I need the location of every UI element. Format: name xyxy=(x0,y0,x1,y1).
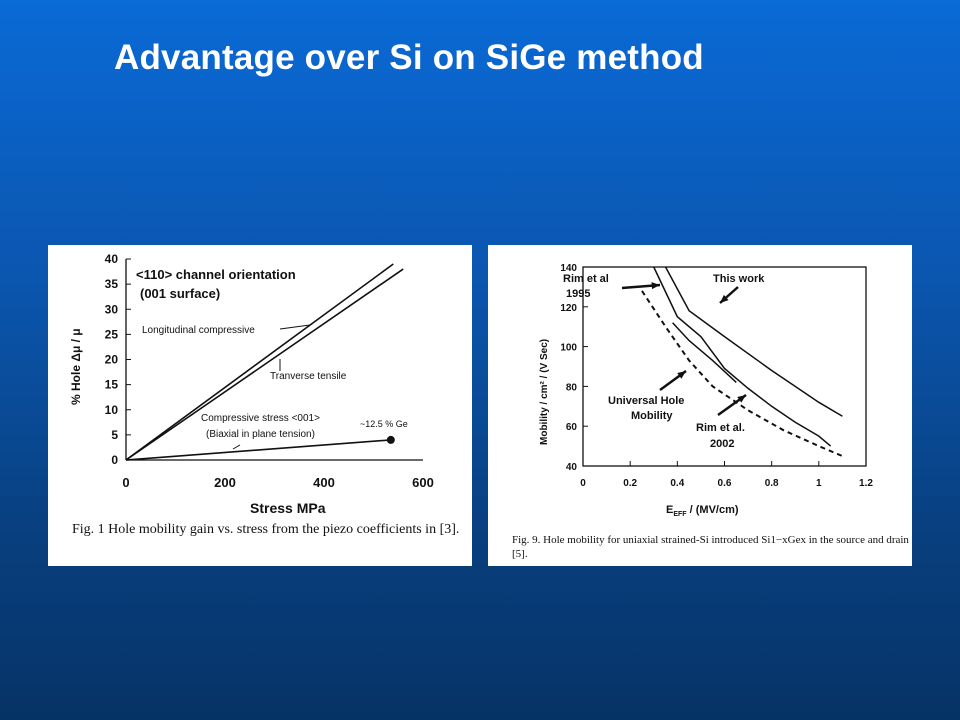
biaxial-annotation: (Biaxial in plane tension) xyxy=(206,429,315,440)
x-axis-label-subscript: EFF xyxy=(673,511,687,518)
y-tick-label: 20 xyxy=(105,353,119,367)
right-labels: Rim et al 1995 This work Universal Hole … xyxy=(539,273,765,518)
series-line xyxy=(125,268,404,461)
label-universal-b: Mobility xyxy=(631,410,673,422)
y-tick-label: 10 xyxy=(105,403,119,417)
series-label-longitudinal: Longitudinal compressive xyxy=(142,325,255,336)
x-tick-label: 0 xyxy=(580,478,586,489)
x-tick-label: 400 xyxy=(313,475,335,490)
left-labels: <110> channel orientation (001 surface) … xyxy=(69,267,408,516)
longitudinal-pointer xyxy=(279,324,311,330)
y-axis-label: Mobility / cm² / (V Sec) xyxy=(539,339,550,445)
y-tick-label: 140 xyxy=(560,263,577,274)
x-tick-label: 1.2 xyxy=(859,478,873,489)
compressive-pointer xyxy=(232,444,241,450)
x-axis-label: EEFF / (MV/cm) xyxy=(666,504,739,518)
y-tick-label: 25 xyxy=(105,327,119,341)
left-series xyxy=(125,263,404,461)
y-tick-label: 80 xyxy=(566,382,578,393)
series-label-compressive: Compressive stress <001> xyxy=(201,413,320,424)
rim-2002-arrow-head xyxy=(737,395,746,403)
x-axis-label: Stress MPa xyxy=(250,500,326,516)
label-universal-a: Universal Hole xyxy=(608,395,684,407)
x-tick-label: 600 xyxy=(412,475,434,490)
y-tick-label: 30 xyxy=(105,302,119,316)
label-rim-1995-a: Rim et al xyxy=(563,273,609,285)
ge-point-annotation: ~12.5 % Ge xyxy=(360,419,408,429)
x-tick-label: 200 xyxy=(214,475,236,490)
ge-data-point xyxy=(386,435,395,444)
y-tick-label: 40 xyxy=(566,462,578,473)
right-axes: 40 60 80 100 120 140 0 0.2 0.4 0.6 0.8 1 1.2 xyxy=(560,263,873,489)
series-line xyxy=(125,439,391,461)
y-axis-label: % Hole Δμ / μ xyxy=(69,328,83,405)
this-work-arrow-head xyxy=(720,294,729,303)
series-line xyxy=(125,263,394,461)
y-tick-label: 100 xyxy=(560,343,577,354)
slide-title: Advantage over Si on SiGe method xyxy=(114,38,704,77)
universal-arrow-head xyxy=(677,371,686,379)
x-tick-label: 0.4 xyxy=(670,478,684,489)
right-chart-panel: 40 60 80 100 120 140 0 0.2 0.4 0.6 0.8 1 1.2 Rim et … xyxy=(488,245,912,566)
orientation-annotation: <110> channel orientation xyxy=(136,267,296,282)
series-line xyxy=(672,322,737,383)
mobility-field-chart: 40 60 80 100 120 140 0 0.2 0.4 0.6 0.8 1 1.2 Rim et … xyxy=(539,263,873,518)
rim-1995-arrow-head xyxy=(651,282,660,290)
left-figure-caption: Fig. 1 Hole mobility gain vs. stress fro… xyxy=(72,522,460,537)
x-tick-label: 1 xyxy=(816,478,822,489)
label-rim-1995-b: 1995 xyxy=(566,288,590,300)
left-chart-panel: 0 5 10 15 20 25 30 35 40 0 200 400 600 <110> channel… xyxy=(48,245,472,566)
x-axis-label-unit: / (MV/cm) xyxy=(687,504,739,516)
x-tick-label: 0 xyxy=(122,475,129,490)
surface-annotation: (001 surface) xyxy=(140,286,220,301)
y-tick-label: 5 xyxy=(111,428,118,442)
label-this-work: This work xyxy=(713,273,765,285)
y-tick-label: 35 xyxy=(105,277,119,291)
label-rim-2002-b: 2002 xyxy=(710,438,734,450)
y-tick-label: 60 xyxy=(566,422,578,433)
y-tick-label: 15 xyxy=(105,378,119,392)
y-tick-label: 0 xyxy=(111,453,118,467)
x-tick-label: 0.2 xyxy=(623,478,637,489)
series-line xyxy=(664,266,843,417)
series-line xyxy=(653,266,832,447)
x-axis-label-main: E xyxy=(666,504,673,516)
y-tick-label: 120 xyxy=(560,303,577,314)
series-label-transverse: Tranverse tensile xyxy=(270,371,347,382)
label-rim-2002-a: Rim et al. xyxy=(696,422,745,434)
y-tick-label: 40 xyxy=(105,252,119,266)
series-line xyxy=(641,290,843,457)
x-tick-label: 0.8 xyxy=(765,478,779,489)
x-tick-label: 0.6 xyxy=(718,478,732,489)
right-series xyxy=(621,266,843,457)
right-figure-caption: Fig. 9. Hole mobility for uniaxial strai… xyxy=(512,534,909,560)
